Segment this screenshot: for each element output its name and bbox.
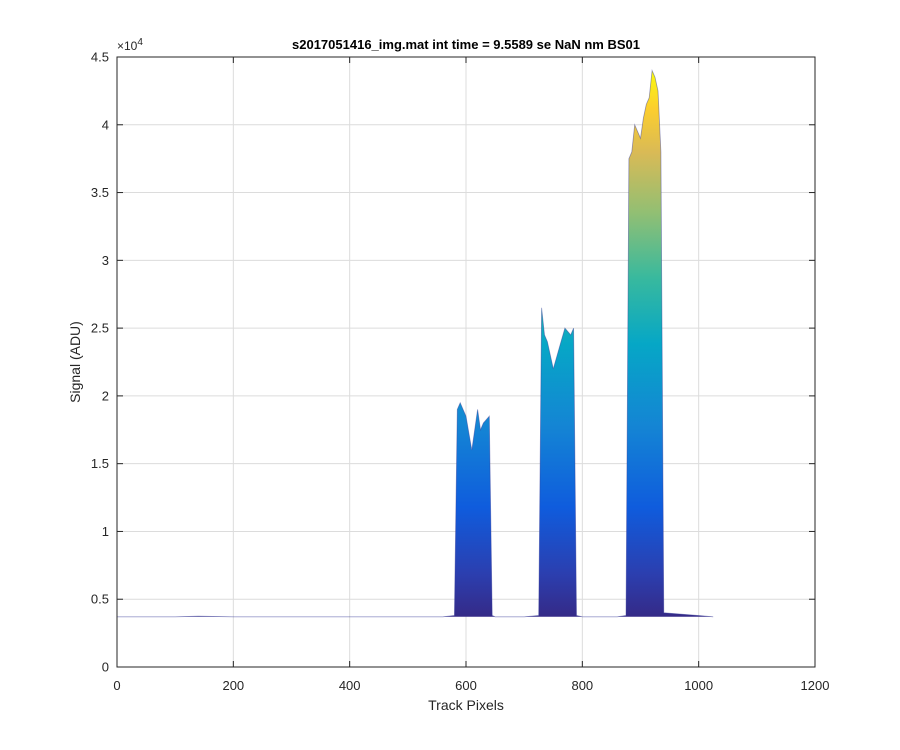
x-tick-label: 1200	[801, 678, 830, 693]
y-exponent-base: ×10	[117, 39, 138, 53]
y-tick-label: 2.5	[91, 321, 109, 336]
y-axis-exponent: ×104	[117, 37, 143, 53]
y-axis: 0 0.5 1 1.5 2 2.5 3 3.5 4 4.5	[91, 50, 815, 675]
y-tick-label: 0.5	[91, 592, 109, 607]
x-tick-label: 200	[222, 678, 244, 693]
x-axis-label: Track Pixels	[428, 697, 504, 713]
y-tick-label: 1.5	[91, 456, 109, 471]
x-axis: 0 200 400 600 800 1000 1200	[113, 57, 829, 693]
y-tick-label: 4.5	[91, 50, 109, 65]
y-tick-label: 0	[102, 660, 109, 675]
y-tick-label: 2	[102, 388, 109, 403]
x-tick-label: 0	[113, 678, 120, 693]
series-line-0	[117, 69, 714, 618]
x-tick-label: 800	[571, 678, 593, 693]
chart-title: s2017051416_img.mat int time = 9.5589 se…	[292, 37, 640, 52]
y-exponent-power: 4	[137, 37, 143, 48]
series-area-0	[117, 70, 714, 617]
y-axis-label: Signal (ADU)	[67, 321, 83, 403]
y-tick-label: 3.5	[91, 185, 109, 200]
series-layer	[117, 69, 714, 618]
x-tick-label: 400	[339, 678, 361, 693]
y-tick-label: 4	[102, 117, 109, 132]
x-tick-label: 600	[455, 678, 477, 693]
y-tick-label: 1	[102, 524, 109, 539]
y-tick-label: 3	[102, 253, 109, 268]
x-tick-label: 1000	[684, 678, 713, 693]
